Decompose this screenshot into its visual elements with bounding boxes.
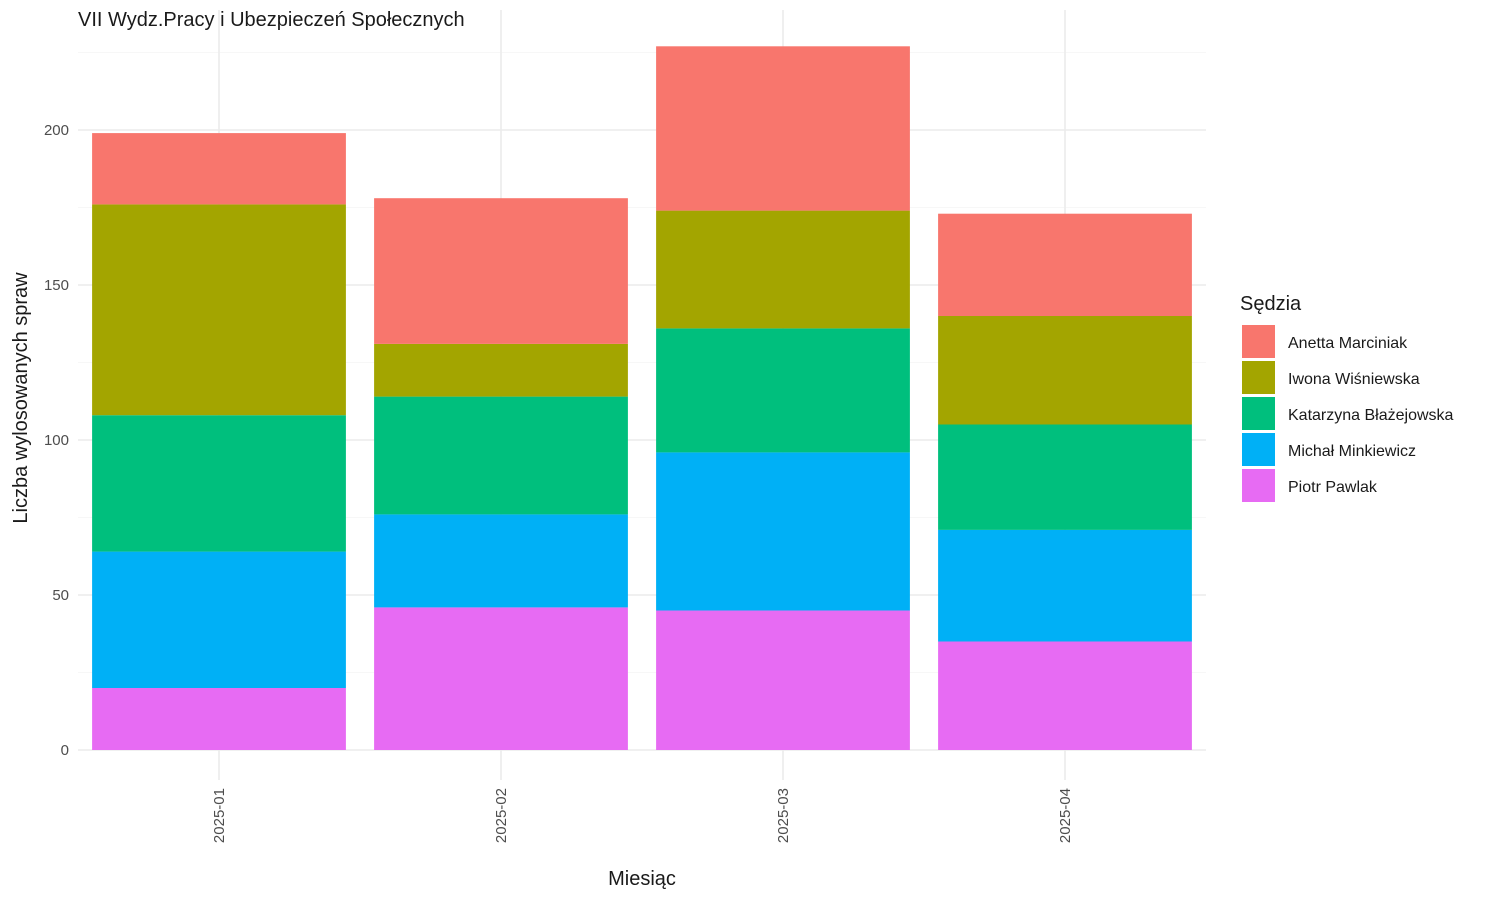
- bar-segment: [374, 198, 628, 344]
- legend: Sędzia Anetta Marciniak Iwona Wiśniewska K…: [1240, 293, 1454, 502]
- x-axis-title: Miesiąc: [608, 868, 676, 890]
- x-tick-label: 2025-04: [1057, 788, 1074, 843]
- bar-segment: [92, 415, 346, 552]
- bar-segment: [92, 551, 346, 688]
- legend-swatch: [1242, 325, 1275, 358]
- y-tick-label: 0: [61, 742, 69, 759]
- y-tick-label: 150: [44, 277, 69, 294]
- x-tick-label: 2025-01: [211, 788, 228, 843]
- y-axis-title: Liczba wylosowanych spraw: [10, 272, 32, 524]
- chart-title: VII Wydz.Pracy i Ubezpieczeń Społecznych: [78, 9, 465, 31]
- bar-segment: [938, 529, 1192, 642]
- x-tick-label: 2025-03: [775, 788, 792, 843]
- x-tick-label: 2025-02: [493, 788, 510, 843]
- x-axis-ticks: 2025-01 2025-02 2025-03 2025-04: [211, 788, 1074, 843]
- legend-label: Anetta Marciniak: [1288, 335, 1408, 352]
- legend-swatch: [1242, 361, 1275, 394]
- legend-title: Sędzia: [1240, 293, 1302, 315]
- bars: [92, 46, 1192, 750]
- bar-segment: [656, 610, 910, 750]
- bar-segment: [374, 514, 628, 608]
- bar-segment: [938, 424, 1192, 530]
- bar-segment: [938, 316, 1192, 425]
- bar-segment: [92, 204, 346, 416]
- bar-segment: [938, 213, 1192, 316]
- y-axis-ticks: 0 50 100 150 200: [44, 122, 69, 759]
- bar-segment: [656, 328, 910, 453]
- legend-swatch: [1242, 397, 1275, 430]
- bar-segment: [656, 210, 910, 329]
- y-tick-label: 50: [52, 587, 69, 604]
- bar-segment: [374, 396, 628, 515]
- bar-segment: [656, 452, 910, 611]
- bar-segment: [938, 641, 1192, 750]
- legend-label: Michał Minkiewicz: [1288, 443, 1416, 460]
- y-tick-label: 100: [44, 432, 69, 449]
- bar-segment: [374, 343, 628, 397]
- legend-label: Katarzyna Błażejowska: [1288, 407, 1454, 424]
- legend-label: Piotr Pawlak: [1288, 479, 1378, 496]
- legend-label: Iwona Wiśniewska: [1288, 371, 1420, 388]
- legend-swatch: [1242, 469, 1275, 502]
- legend-swatch: [1242, 433, 1275, 466]
- bar-segment: [92, 688, 346, 750]
- bar-segment: [656, 46, 910, 211]
- bar-segment: [92, 133, 346, 205]
- y-tick-label: 200: [44, 122, 69, 139]
- bar-segment: [374, 607, 628, 750]
